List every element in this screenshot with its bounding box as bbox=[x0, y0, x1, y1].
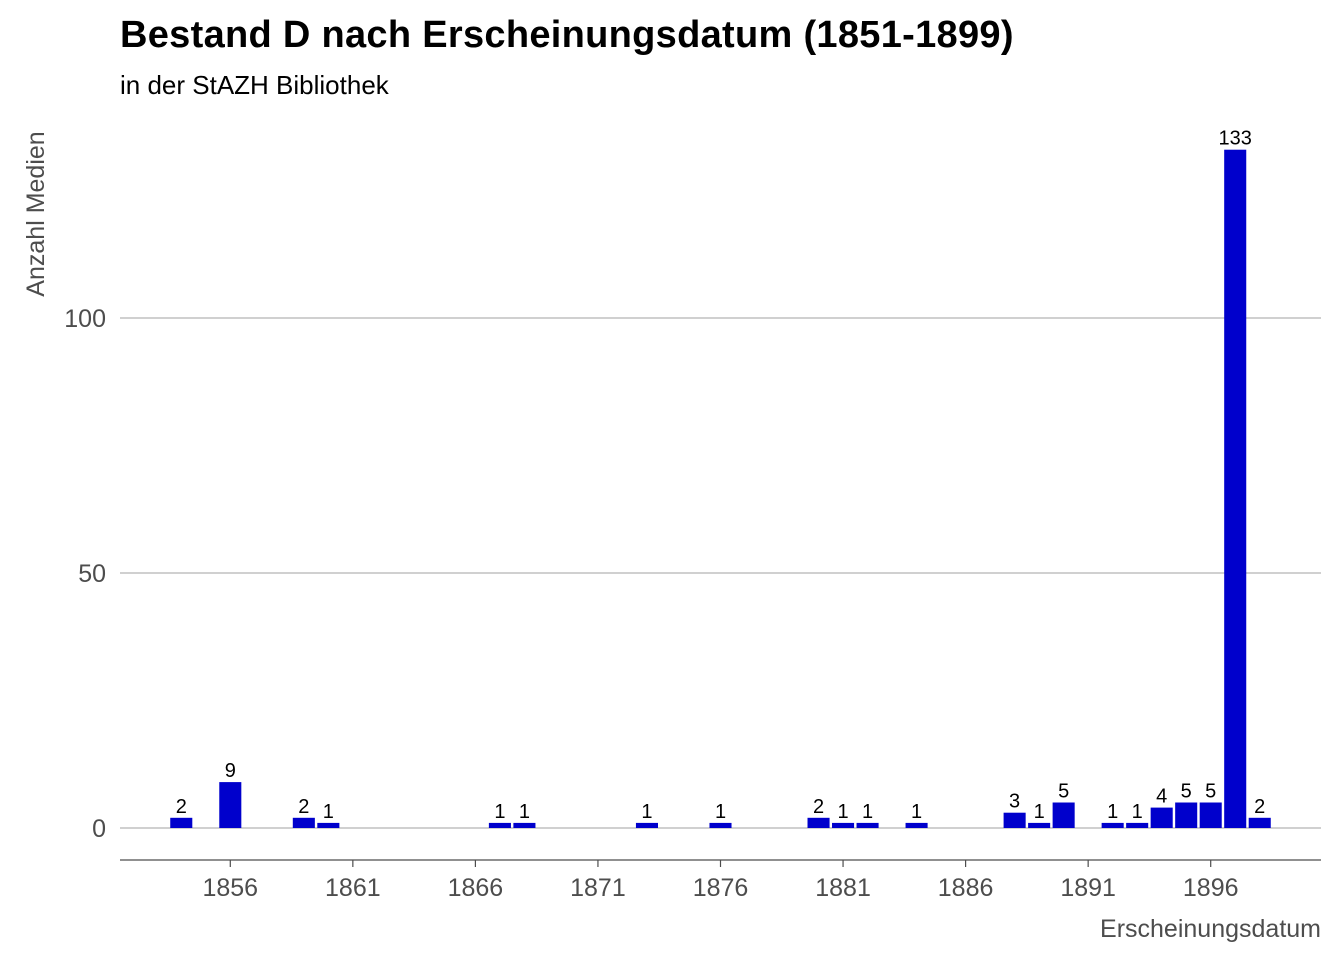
data-label: 1 bbox=[837, 801, 848, 823]
x-axis-title: Erscheinungsdatum bbox=[1100, 915, 1321, 943]
x-tick-label: 1856 bbox=[202, 874, 258, 902]
data-label: 1 bbox=[323, 801, 334, 823]
data-label: 2 bbox=[813, 796, 824, 818]
bar-1897 bbox=[1224, 149, 1247, 828]
x-tick-label: 1866 bbox=[448, 874, 504, 902]
bar-1884 bbox=[905, 822, 928, 828]
bar-1894 bbox=[1150, 807, 1173, 828]
bar-1882 bbox=[856, 822, 879, 828]
chart-subtitle: in der StAZH Bibliothek bbox=[120, 70, 389, 100]
data-label: 1 bbox=[519, 801, 530, 823]
data-label: 1 bbox=[862, 801, 873, 823]
x-tick-label: 1881 bbox=[815, 874, 871, 902]
data-label: 133 bbox=[1219, 128, 1252, 150]
data-label: 1 bbox=[494, 801, 505, 823]
data-label: 2 bbox=[1254, 796, 1265, 818]
bar-1898 bbox=[1248, 817, 1271, 828]
data-label: 1 bbox=[641, 801, 652, 823]
bar-1859 bbox=[292, 817, 315, 828]
data-label: 1 bbox=[1034, 801, 1045, 823]
x-tick-label: 1886 bbox=[938, 874, 994, 902]
bar-1880 bbox=[807, 817, 830, 828]
bar-1888 bbox=[1003, 812, 1026, 828]
data-label: 9 bbox=[225, 760, 236, 782]
bar-1893 bbox=[1126, 822, 1149, 828]
y-tick-label: 50 bbox=[78, 560, 106, 588]
data-label: 3 bbox=[1009, 791, 1020, 813]
bar-1854 bbox=[170, 817, 193, 828]
x-tick-label: 1861 bbox=[325, 874, 381, 902]
x-tick-label: 1871 bbox=[570, 874, 626, 902]
y-tick-label: 0 bbox=[92, 815, 106, 843]
data-label: 5 bbox=[1058, 781, 1069, 803]
y-tick-label: 100 bbox=[64, 305, 106, 333]
bar-1892 bbox=[1101, 822, 1124, 828]
bar-1895 bbox=[1175, 802, 1198, 828]
x-tick-label: 1876 bbox=[693, 874, 749, 902]
bar-1873 bbox=[635, 822, 658, 828]
data-label: 2 bbox=[176, 796, 187, 818]
y-axis-title: Anzahl Medien bbox=[22, 131, 50, 296]
bar-1890 bbox=[1052, 802, 1075, 828]
bar-1876 bbox=[709, 822, 732, 828]
x-tick-label: 1891 bbox=[1060, 874, 1116, 902]
bar-1896 bbox=[1199, 802, 1222, 828]
bar-1881 bbox=[832, 822, 855, 828]
data-label: 5 bbox=[1205, 781, 1216, 803]
bar-1867 bbox=[488, 822, 511, 828]
bar-1868 bbox=[513, 822, 536, 828]
bar-1860 bbox=[317, 822, 340, 828]
data-label: 1 bbox=[1132, 801, 1143, 823]
data-label: 1 bbox=[911, 801, 922, 823]
data-label: 2 bbox=[298, 796, 309, 818]
x-tick-label: 1896 bbox=[1183, 874, 1239, 902]
chart-title: Bestand D nach Erscheinungsdatum (1851-1… bbox=[120, 14, 1014, 56]
data-label: 4 bbox=[1156, 786, 1167, 808]
data-label: 1 bbox=[1107, 801, 1118, 823]
data-label: 5 bbox=[1181, 781, 1192, 803]
bar-1856 bbox=[219, 782, 242, 828]
data-label: 1 bbox=[715, 801, 726, 823]
bar-1889 bbox=[1028, 822, 1051, 828]
